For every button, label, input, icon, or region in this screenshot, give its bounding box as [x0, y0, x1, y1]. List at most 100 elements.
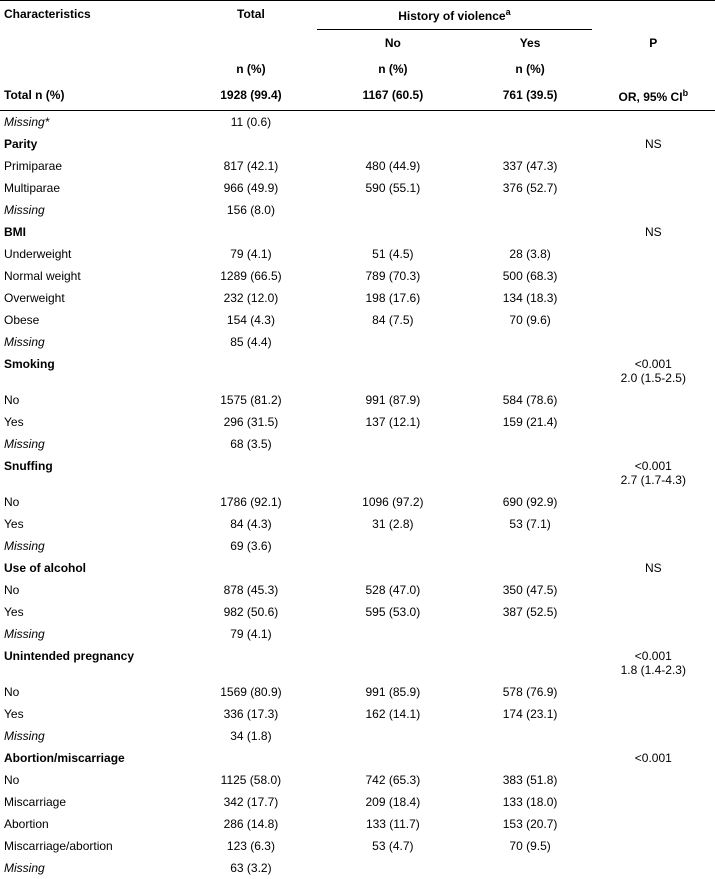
- row-p: [592, 769, 715, 791]
- characteristics-table: Characteristics Total History of violenc…: [0, 0, 715, 879]
- row-p: <0.0012.0 (1.5-2.5): [592, 353, 715, 389]
- row-yes: [469, 331, 592, 353]
- table-row: Underweight79 (4.1)51 (4.5)28 (3.8): [0, 243, 715, 265]
- row-no: [317, 455, 468, 491]
- header-total-val: 1928 (99.4): [185, 82, 317, 111]
- header-yes-val: 761 (39.5): [469, 82, 592, 111]
- row-no: 789 (70.3): [317, 265, 468, 287]
- row-yes: 584 (78.6): [469, 389, 592, 411]
- row-no: [317, 725, 468, 747]
- row-label: Smoking: [0, 353, 185, 389]
- row-no: [317, 857, 468, 879]
- row-total: 34 (1.8): [185, 725, 317, 747]
- row-total: 79 (4.1): [185, 243, 317, 265]
- row-total: 817 (42.1): [185, 155, 317, 177]
- row-yes: [469, 433, 592, 455]
- row-no: 1096 (97.2): [317, 491, 468, 513]
- row-no: [317, 433, 468, 455]
- row-yes: 174 (23.1): [469, 703, 592, 725]
- row-yes: [469, 111, 592, 134]
- row-p: [592, 287, 715, 309]
- header-characteristics: Characteristics: [0, 1, 185, 57]
- row-p: [592, 703, 715, 725]
- header-history: History of violencea: [317, 1, 591, 30]
- row-p: [592, 681, 715, 703]
- header-blank3: [592, 56, 715, 82]
- row-label: No: [0, 389, 185, 411]
- table-row: No1125 (58.0)742 (65.3)383 (51.8): [0, 769, 715, 791]
- row-total: 1569 (80.9): [185, 681, 317, 703]
- row-p: [592, 601, 715, 623]
- row-yes: 28 (3.8): [469, 243, 592, 265]
- table-row: Yes296 (31.5)137 (12.1)159 (21.4): [0, 411, 715, 433]
- header-or-ci: OR, 95% CIb: [592, 82, 715, 111]
- row-total: 296 (31.5): [185, 411, 317, 433]
- row-no: 595 (53.0): [317, 601, 468, 623]
- row-total: [185, 645, 317, 681]
- header-or-ci-text: OR, 95% CI: [619, 90, 683, 104]
- row-p: NS: [592, 133, 715, 155]
- row-yes: [469, 725, 592, 747]
- row-label: Yes: [0, 601, 185, 623]
- row-p: [592, 111, 715, 134]
- header-npct-total: n (%): [185, 56, 317, 82]
- row-label: No: [0, 681, 185, 703]
- row-total: 1575 (81.2): [185, 389, 317, 411]
- row-no: 51 (4.5): [317, 243, 468, 265]
- header-p: P: [592, 30, 715, 57]
- row-p: [592, 243, 715, 265]
- row-yes: [469, 857, 592, 879]
- table-row: Miscarriage/abortion123 (6.3)53 (4.7)70 …: [0, 835, 715, 857]
- row-yes: 70 (9.6): [469, 309, 592, 331]
- row-label: Missing: [0, 199, 185, 221]
- row-label: BMI: [0, 221, 185, 243]
- row-total: 63 (3.2): [185, 857, 317, 879]
- row-no: 84 (7.5): [317, 309, 468, 331]
- row-label: Yes: [0, 703, 185, 725]
- table-row: Snuffing<0.0012.7 (1.7-4.3): [0, 455, 715, 491]
- row-p: [592, 331, 715, 353]
- row-p: <0.001: [592, 747, 715, 769]
- row-no: 590 (55.1): [317, 177, 468, 199]
- row-yes: 53 (7.1): [469, 513, 592, 535]
- table-row: Use of alcoholNS: [0, 557, 715, 579]
- table-row: Missing85 (4.4): [0, 331, 715, 353]
- row-yes: [469, 623, 592, 645]
- header-no: No: [317, 30, 468, 57]
- table-row: Yes982 (50.6)595 (53.0)387 (52.5): [0, 601, 715, 623]
- row-p: [592, 433, 715, 455]
- row-p: [592, 513, 715, 535]
- row-label: Primiparae: [0, 155, 185, 177]
- row-label: Overweight: [0, 287, 185, 309]
- row-label: Obese: [0, 309, 185, 331]
- row-no: 991 (85.9): [317, 681, 468, 703]
- table-row: Missing156 (8.0): [0, 199, 715, 221]
- row-total: 11 (0.6): [185, 111, 317, 134]
- row-yes: 70 (9.5): [469, 835, 592, 857]
- header-blank: [592, 1, 715, 30]
- row-yes: 337 (47.3): [469, 155, 592, 177]
- row-total: 156 (8.0): [185, 199, 317, 221]
- header-npct-no: n (%): [317, 56, 468, 82]
- row-p: [592, 309, 715, 331]
- row-yes: 133 (18.0): [469, 791, 592, 813]
- row-no: [317, 133, 468, 155]
- row-yes: [469, 747, 592, 769]
- row-total: 336 (17.3): [185, 703, 317, 725]
- row-yes: [469, 535, 592, 557]
- row-total: 69 (3.6): [185, 535, 317, 557]
- row-p: [592, 535, 715, 557]
- table-row: No1575 (81.2)991 (87.9)584 (78.6): [0, 389, 715, 411]
- row-p: [592, 265, 715, 287]
- row-label: No: [0, 579, 185, 601]
- header-history-sup: a: [506, 7, 511, 17]
- row-label: Yes: [0, 513, 185, 535]
- row-no: 133 (11.7): [317, 813, 468, 835]
- row-label: Abortion/miscarriage: [0, 747, 185, 769]
- row-no: 162 (14.1): [317, 703, 468, 725]
- row-label: Missing: [0, 857, 185, 879]
- row-no: 53 (4.7): [317, 835, 468, 857]
- row-p: [592, 155, 715, 177]
- row-total: 1786 (92.1): [185, 491, 317, 513]
- row-label: No: [0, 769, 185, 791]
